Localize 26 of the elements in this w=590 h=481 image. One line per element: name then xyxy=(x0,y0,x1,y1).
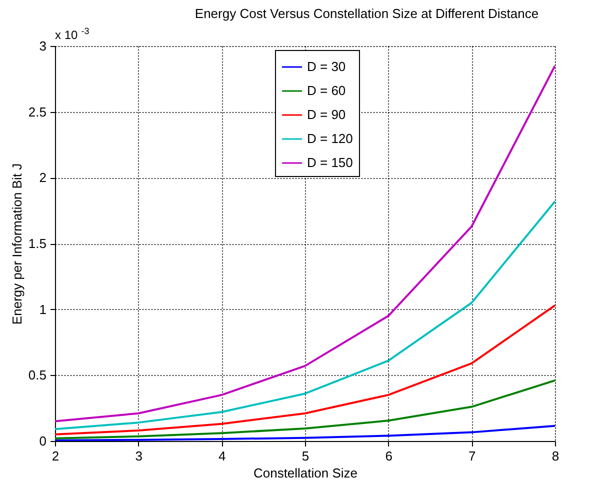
x-axis-title: Constellation Size xyxy=(253,466,358,480)
line-series xyxy=(55,200,555,430)
legend-label: D = 30 xyxy=(307,59,346,74)
x-tick-label: 4 xyxy=(218,448,226,464)
y-tick-label: 1.5 xyxy=(28,236,46,251)
chart-title: Energy Cost Versus Constellation Size at Different Distance xyxy=(194,6,539,21)
y-tick-label: 1 xyxy=(39,302,46,317)
x-tick-label: 2 xyxy=(52,448,60,464)
legend-label: D = 150 xyxy=(307,155,353,170)
line-series xyxy=(55,379,555,440)
y-axis-title: Energy per Information Bit J xyxy=(9,163,24,325)
line-series xyxy=(55,304,555,436)
text: x 10-3 xyxy=(55,26,90,42)
x-tick-label: 6 xyxy=(385,448,392,464)
y-tick-label: 0.5 xyxy=(28,368,46,383)
legend-label: D = 60 xyxy=(307,83,346,98)
legend-label: D = 90 xyxy=(307,107,346,122)
y-tick-label: 2.5 xyxy=(28,104,46,120)
x-tick-label: 5 xyxy=(302,448,310,464)
x-tick-label: 3 xyxy=(135,448,142,464)
y-tick-label: 2 xyxy=(39,170,46,186)
y-tick-label: 0 xyxy=(39,434,46,448)
x-tick-label: 8 xyxy=(552,448,560,464)
y-tick-label: 3 xyxy=(39,38,46,54)
legend-label: D = 120 xyxy=(307,131,353,146)
x-tick-label: 7 xyxy=(468,448,476,464)
